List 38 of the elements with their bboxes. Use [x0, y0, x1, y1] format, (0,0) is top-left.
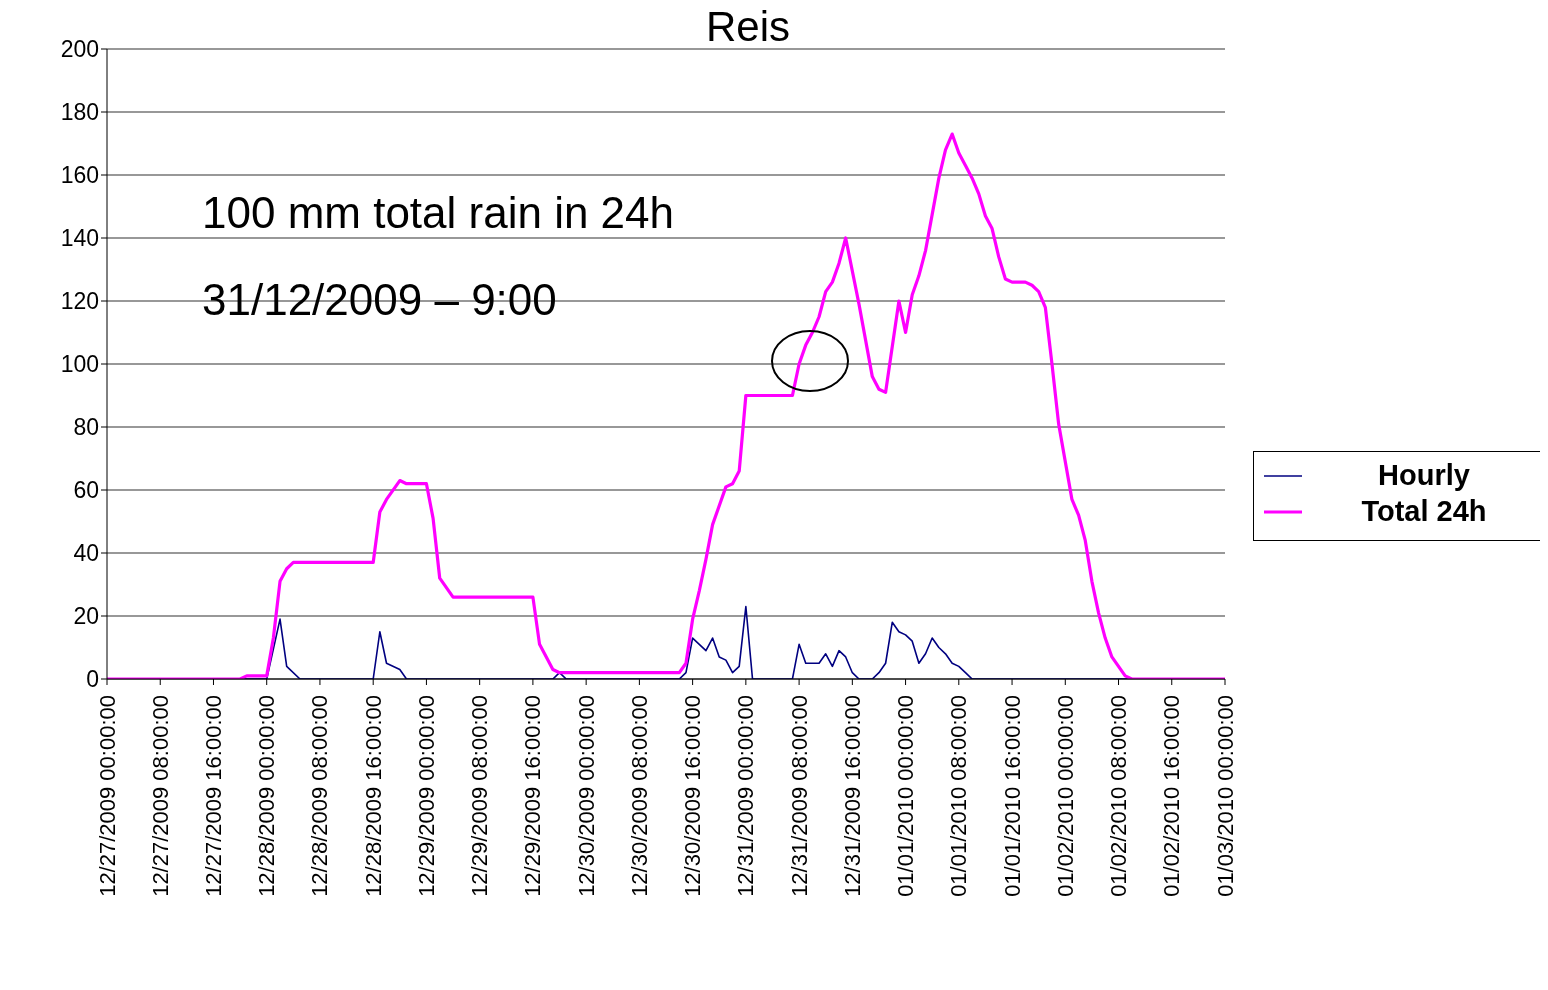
- x-tick-label: 12/27/2009 08:00:00: [147, 695, 173, 897]
- text: Hourly: [1377, 459, 1471, 492]
- y-tick-label: 0: [86, 666, 99, 693]
- x-tick-label: 12/29/2009 08:00:00: [467, 695, 493, 897]
- x-tick-label: 01/02/2010 16:00:00: [1159, 695, 1185, 897]
- x-tick-label: 01/02/2010 08:00:00: [1106, 695, 1132, 897]
- y-tick-label: 100: [60, 351, 99, 378]
- x-tick-label: 01/01/2010 00:00:00: [893, 695, 919, 897]
- y-tick-label: 200: [60, 36, 99, 63]
- y-tick-label: 180: [60, 99, 99, 126]
- x-tick-label: 12/28/2009 00:00:00: [254, 695, 280, 897]
- x-tick-label: 12/31/2009 16:00:00: [839, 695, 865, 897]
- annotation: 31/12/2009 – 9:00: [201, 274, 557, 326]
- x-tick-label: 12/29/2009 16:00:00: [520, 695, 546, 897]
- y-tick-label: 140: [60, 225, 99, 252]
- x-tick-label: 12/30/2009 00:00:00: [573, 695, 599, 897]
- y-tick-label: 60: [73, 477, 99, 504]
- x-tick-label: 12/30/2009 08:00:00: [626, 695, 652, 897]
- x-tick-label: 12/31/2009 00:00:00: [733, 695, 759, 897]
- y-tick-label: 40: [73, 540, 99, 567]
- x-tick-label: 12/27/2009 16:00:00: [200, 695, 226, 897]
- x-tick-label: 12/27/2009 00:00:00: [94, 695, 120, 897]
- y-tick-label: 80: [73, 414, 99, 441]
- y-tick-label: 120: [60, 288, 99, 315]
- x-tick-label: 01/01/2010 16:00:00: [999, 695, 1025, 897]
- x-tick-label: 12/29/2009 00:00:00: [413, 695, 439, 897]
- y-tick-label: 160: [60, 162, 99, 189]
- x-tick-label: 12/28/2009 08:00:00: [307, 695, 333, 897]
- x-tick-label: 12/31/2009 08:00:00: [786, 695, 812, 897]
- x-tick-label: 01/03/2010 00:00:00: [1212, 695, 1238, 897]
- x-tick-label: 12/28/2009 16:00:00: [360, 695, 386, 897]
- annotation: 100 mm total rain in 24h: [201, 187, 675, 239]
- x-tick-label: 01/01/2010 08:00:00: [946, 695, 972, 897]
- x-tick-label: 01/02/2010 00:00:00: [1052, 695, 1078, 897]
- legend-label: Total 24h: [1360, 495, 1488, 528]
- y-tick-label: 20: [73, 603, 99, 630]
- chart-title: Reis: [705, 3, 791, 50]
- x-tick-label: 12/30/2009 16:00:00: [680, 695, 706, 897]
